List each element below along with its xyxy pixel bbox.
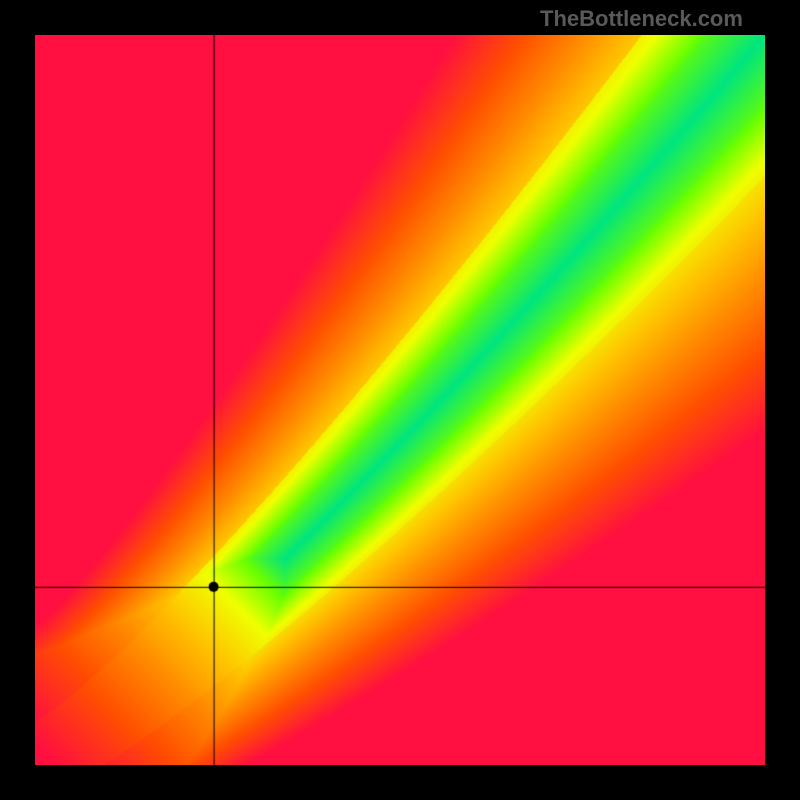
frame-bottom: [0, 765, 800, 800]
watermark-text: TheBottleneck.com: [540, 6, 743, 32]
chart-container: TheBottleneck.com: [0, 0, 800, 800]
frame-right: [765, 0, 800, 800]
frame-left: [0, 0, 35, 800]
bottleneck-heatmap: [35, 35, 765, 765]
